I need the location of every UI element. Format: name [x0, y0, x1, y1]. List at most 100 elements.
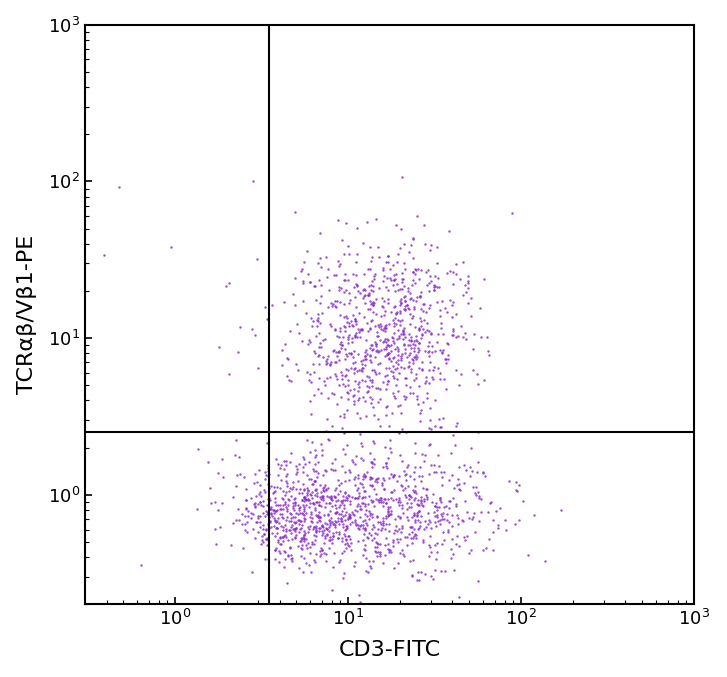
Point [389, 514, 401, 525]
Point [366, 345, 377, 356]
Point [382, 494, 394, 504]
Point [260, 466, 271, 477]
Point [400, 489, 411, 500]
Point [298, 529, 310, 540]
Point [296, 264, 308, 275]
Point [302, 522, 314, 533]
Point [414, 325, 425, 336]
Point [411, 295, 422, 306]
Point [363, 372, 374, 383]
Point [435, 519, 446, 530]
Point [335, 336, 347, 347]
Point [308, 523, 319, 534]
Point [274, 500, 286, 510]
Point [429, 394, 441, 405]
Point [483, 534, 495, 545]
Point [345, 519, 356, 529]
Point [305, 408, 316, 419]
Point [297, 296, 308, 307]
Point [325, 491, 337, 502]
Point [433, 282, 444, 292]
Point [318, 375, 330, 386]
Point [262, 519, 274, 529]
Point [270, 453, 282, 464]
Point [317, 491, 329, 502]
Point [329, 369, 341, 380]
Point [382, 543, 394, 554]
Point [423, 378, 435, 389]
Point [433, 502, 445, 512]
Point [304, 512, 316, 523]
Point [252, 254, 263, 265]
Point [265, 521, 277, 532]
Point [302, 538, 314, 548]
Point [342, 513, 354, 524]
Point [348, 269, 359, 280]
Point [286, 519, 297, 530]
Point [431, 336, 443, 347]
Point [405, 492, 417, 502]
Point [421, 494, 433, 504]
Point [281, 503, 293, 514]
Point [337, 548, 348, 559]
Point [395, 328, 407, 339]
Point [303, 560, 315, 571]
Point [405, 364, 417, 374]
Point [279, 338, 291, 349]
Point [263, 492, 275, 503]
Point [443, 516, 455, 527]
Point [380, 519, 392, 529]
Point [416, 404, 427, 415]
Point [387, 472, 399, 483]
Point [374, 318, 386, 329]
Point [371, 320, 383, 330]
Point [375, 321, 387, 332]
Point [254, 464, 265, 475]
Point [338, 412, 350, 422]
Point [387, 387, 399, 398]
Point [403, 489, 414, 500]
Point [414, 313, 425, 324]
Point [330, 508, 342, 519]
Point [309, 556, 321, 567]
Point [286, 533, 298, 544]
Point [364, 322, 376, 333]
Point [364, 281, 375, 292]
Point [345, 499, 356, 510]
Point [404, 293, 416, 304]
Point [299, 493, 310, 504]
Point [441, 383, 452, 394]
Point [385, 365, 396, 376]
Point [395, 479, 406, 490]
Point [339, 567, 350, 578]
Point [279, 499, 291, 510]
Point [402, 282, 414, 293]
Point [304, 337, 316, 348]
Point [407, 266, 419, 277]
Point [418, 298, 430, 309]
Point [395, 362, 406, 372]
Point [301, 435, 313, 445]
Point [389, 274, 401, 284]
Point [340, 274, 351, 285]
Point [321, 530, 332, 541]
Point [443, 225, 455, 236]
Point [410, 265, 422, 276]
Point [361, 552, 372, 563]
Point [342, 337, 354, 348]
Point [337, 518, 349, 529]
Point [371, 542, 383, 553]
Point [395, 298, 407, 309]
Point [312, 309, 324, 320]
Point [310, 466, 321, 477]
Point [300, 308, 312, 319]
Point [475, 332, 486, 343]
Point [380, 458, 392, 468]
Point [317, 485, 329, 496]
Point [259, 510, 270, 521]
Point [365, 298, 377, 309]
Point [376, 493, 387, 504]
Point [398, 281, 410, 292]
Point [255, 491, 267, 502]
Point [409, 322, 421, 332]
